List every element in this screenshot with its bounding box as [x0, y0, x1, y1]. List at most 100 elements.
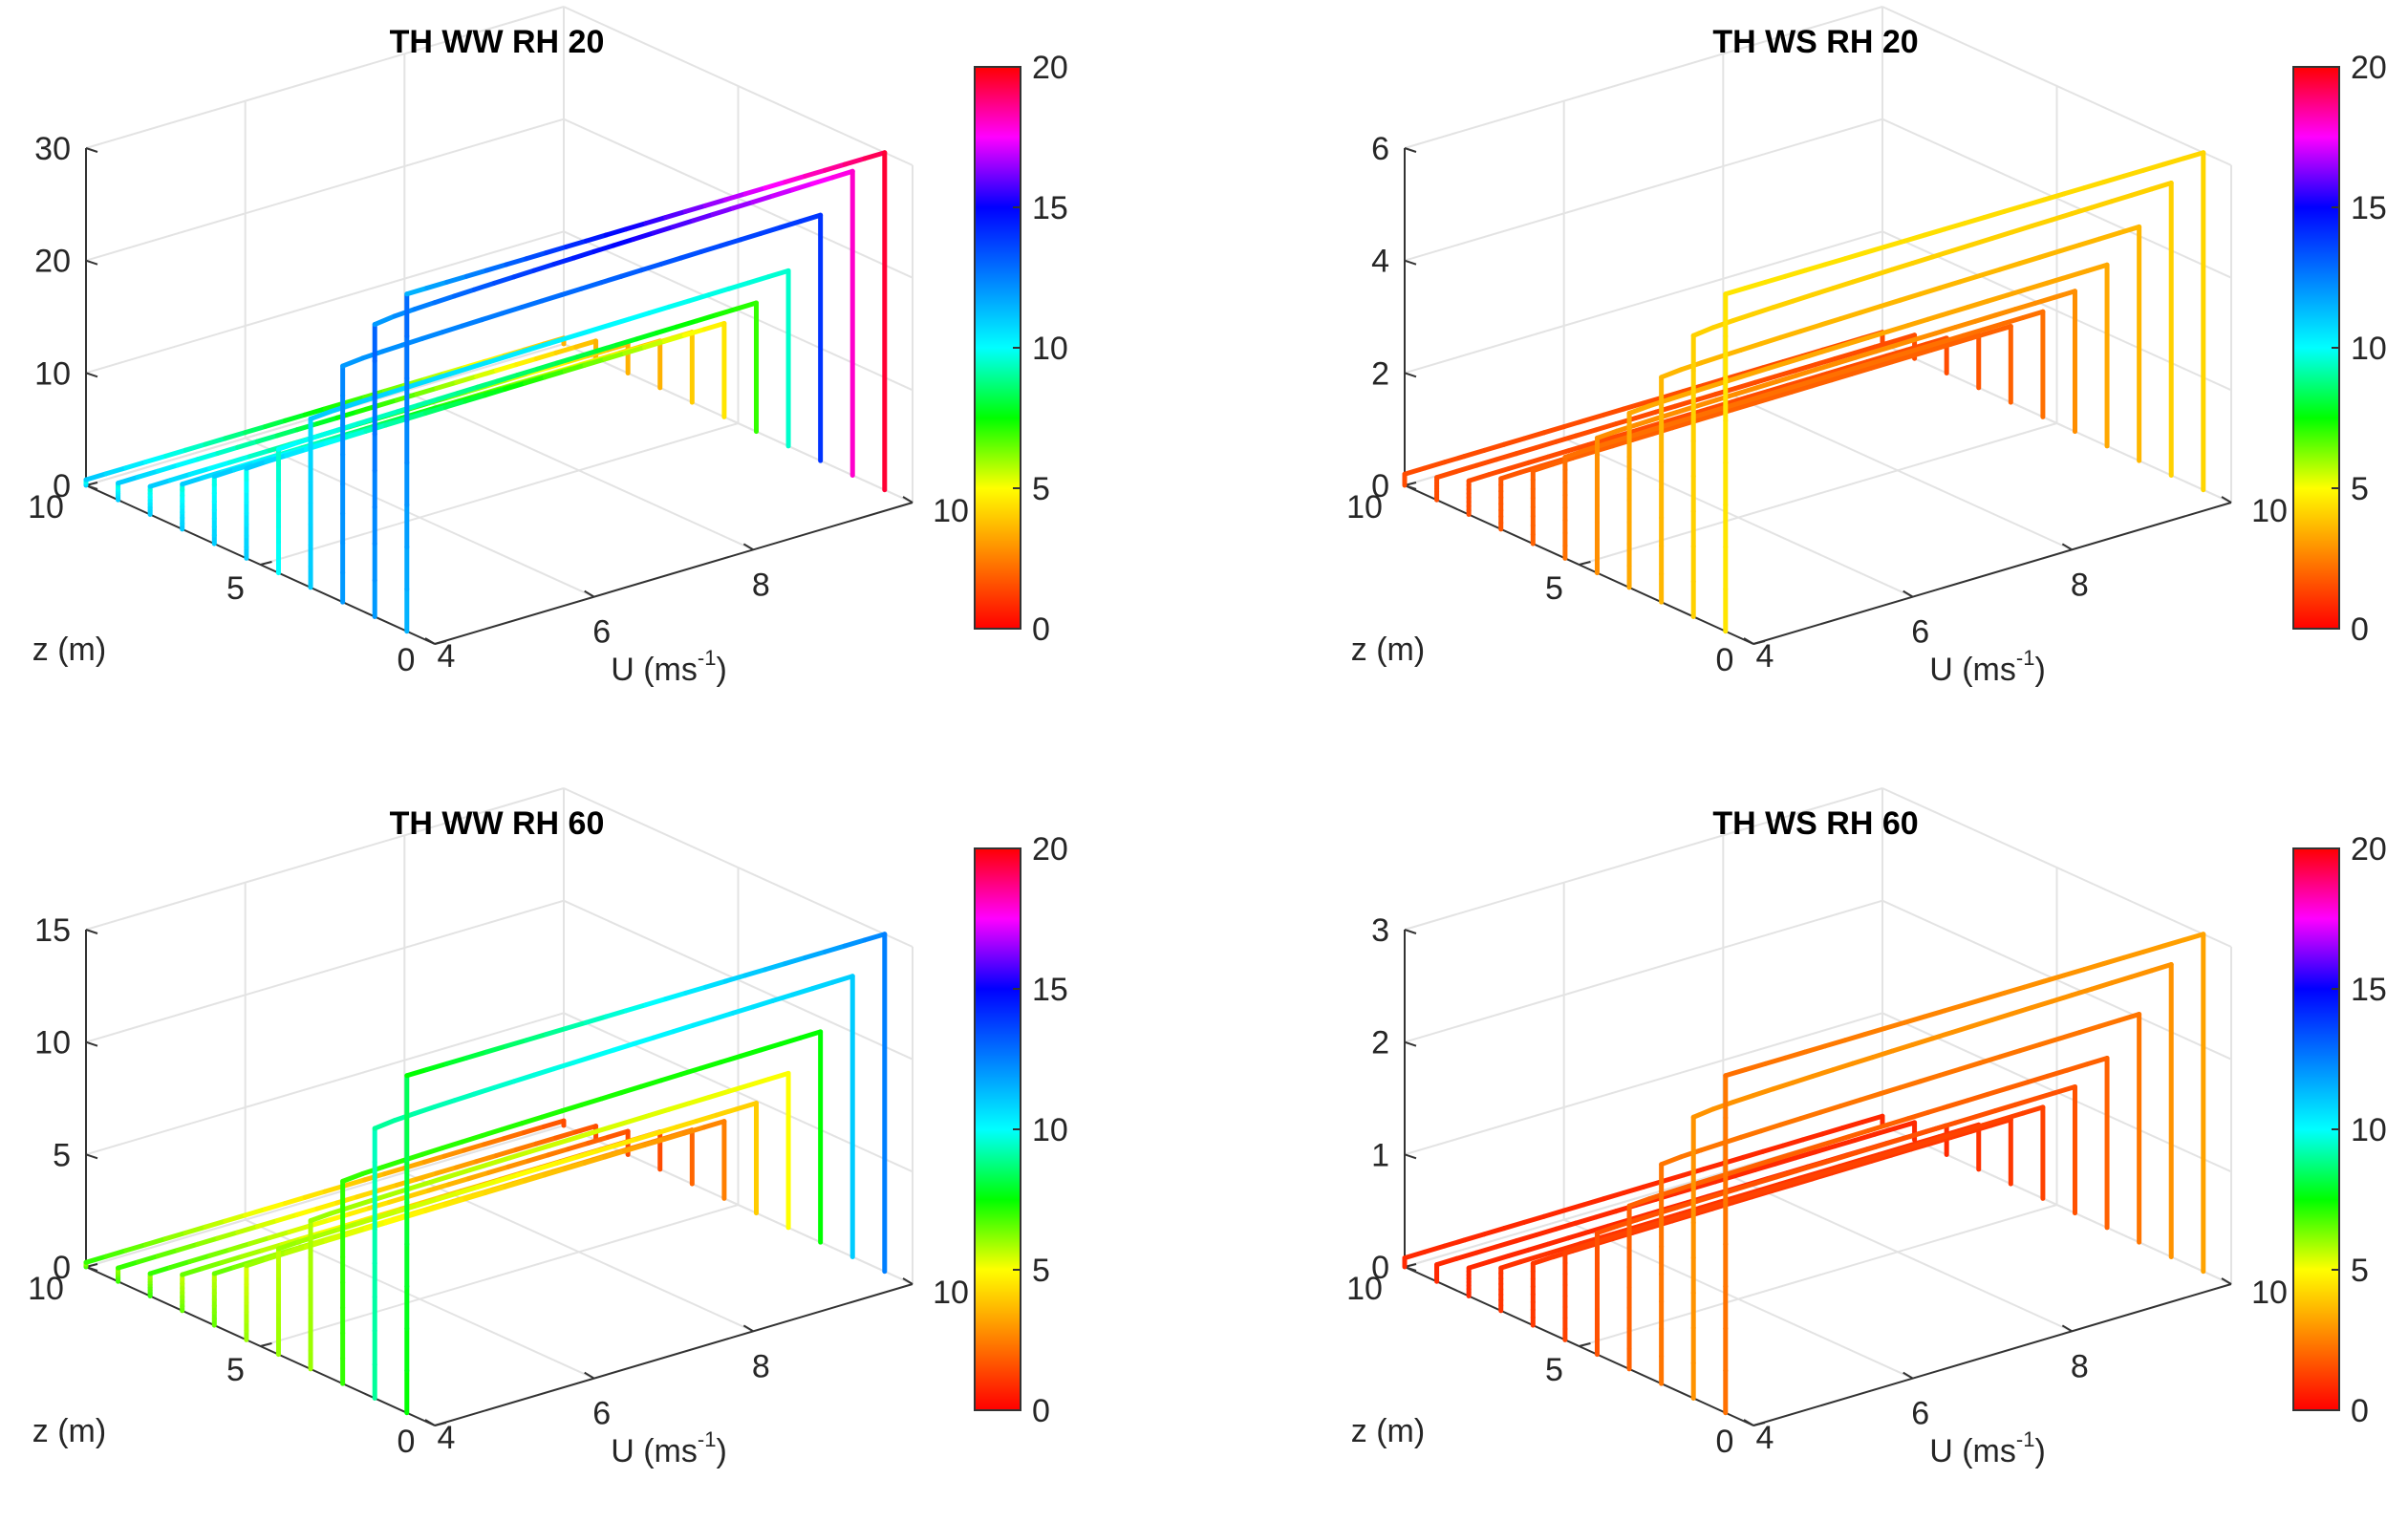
x-tick [584, 590, 595, 598]
series-profile-segment [2020, 1104, 2046, 1116]
series-profile-segment [2010, 1005, 2034, 1017]
series-profile-segment [504, 1038, 529, 1049]
series-profile-segment [287, 1223, 312, 1234]
series-profile-segment [2081, 180, 2107, 191]
series-profile-segment [582, 1154, 608, 1166]
series-profile-segment [562, 1160, 588, 1171]
series-profile-segment [607, 1119, 632, 1130]
series-profile-segment [573, 338, 599, 350]
grid-line [85, 787, 565, 931]
series-profile-segment [1494, 1238, 1519, 1250]
series-profile-segment [1797, 322, 1823, 334]
series-profile-segment [567, 1131, 592, 1143]
series-profile-segment [802, 167, 828, 179]
series-profile-segment [424, 279, 449, 291]
series-profile-segment [1905, 316, 1931, 329]
x-tick [1743, 1419, 1754, 1426]
series-profile-segment [842, 156, 868, 167]
series-profile-segment [1928, 341, 1954, 353]
series-profile-segment [1989, 1011, 2015, 1022]
series-profile-segment [123, 1242, 148, 1254]
series-profile-segment [682, 984, 708, 996]
series-profile-segment [699, 1060, 723, 1071]
series-profile-segment [1812, 1144, 1838, 1155]
series-profile-segment [1809, 377, 1835, 389]
series-profile-segment [591, 1047, 616, 1060]
series-profile-segment [314, 1200, 340, 1211]
series-profile-segment [1781, 1176, 1807, 1188]
series-profile-segment [254, 433, 280, 444]
series-profile-segment [2032, 1090, 2058, 1102]
series-profile-segment [750, 997, 776, 1010]
y-tick-label: 0 [398, 642, 416, 678]
series-profile-segment [1758, 334, 1784, 347]
series-profile-segment [1977, 1054, 2003, 1066]
x-tick-label: 6 [1911, 1396, 1929, 1432]
x-axis-line [1752, 1283, 2232, 1426]
series-profile-segment [1402, 465, 1428, 477]
series-profile-segment [614, 1136, 639, 1147]
series-profile-segment [383, 1214, 409, 1226]
series-profile-segment [1810, 286, 1836, 297]
series-profile-segment [607, 316, 632, 328]
series-profile-segment [1771, 1080, 1795, 1092]
series-profile-segment [244, 459, 269, 471]
series-profile-segment [1902, 232, 1927, 244]
series-profile-segment [2076, 236, 2102, 248]
series-profile-segment [406, 1188, 432, 1199]
series-profile-segment [308, 1211, 333, 1224]
series-profile-segment [207, 1247, 232, 1258]
x-tick [1903, 1371, 1914, 1380]
series-profile-segment [460, 317, 484, 329]
series-profile-segment [460, 1133, 484, 1145]
x-axis-label: U (ms-1) [1929, 1427, 2046, 1469]
series-profile-segment [573, 1124, 599, 1135]
series-profile-segment [563, 238, 589, 249]
series-profile-segment [1873, 1138, 1899, 1149]
series-profile-segment [239, 1248, 265, 1259]
series-profile-segment [701, 1119, 727, 1130]
series-profile-segment [1761, 1182, 1787, 1194]
series-profile-segment [722, 191, 748, 203]
series-profile-segment [622, 344, 648, 356]
series-profile-segment [1830, 1061, 1856, 1073]
series-profile-segment [1893, 336, 1919, 348]
series-profile-segment [1885, 323, 1911, 334]
series-profile-segment [505, 1158, 531, 1169]
z-tick-label: 30 [34, 131, 71, 167]
series-profile-segment [475, 378, 501, 390]
series-profile-segment [2045, 1067, 2070, 1079]
series-profile-segment [1937, 279, 1963, 290]
series-profile-segment [534, 1160, 560, 1172]
z-tick [1404, 929, 1417, 934]
y-tick-label: 5 [1545, 570, 1563, 607]
colorbar: 0 5 10 15 20 [974, 50, 1068, 648]
series-profile-segment [1638, 1217, 1663, 1229]
z-tick-label: 2 [1371, 1025, 1389, 1061]
series-profile-segment [1598, 1229, 1623, 1240]
series-profile-segment [1570, 449, 1596, 461]
series-profile-segment [1521, 1213, 1547, 1225]
series-profile-segment [195, 450, 221, 462]
series-profile-segment [342, 395, 368, 406]
series-profile-segment [2012, 300, 2038, 312]
series-profile-segment [1701, 376, 1726, 388]
series-profile-segment [447, 365, 473, 376]
series-profile-segment [463, 268, 489, 279]
series-profile-segment [414, 385, 440, 397]
series-profile-segment [404, 286, 430, 297]
series-profile-segment [770, 187, 796, 199]
chart-title: TH WS RH 60 [1712, 805, 1918, 842]
series-profile-segment [1530, 1254, 1556, 1266]
series-profile-segment [546, 1147, 571, 1158]
series-profile-segment [583, 1014, 609, 1025]
series-profile-segment [524, 250, 549, 262]
series-profile-segment [421, 1153, 447, 1165]
series-profile-segment [671, 218, 697, 229]
y-axis-label: z (m) [1351, 632, 1425, 668]
colorbar: 0 5 10 15 20 [974, 831, 1068, 1429]
series-profile-segment [465, 1169, 491, 1182]
series-profile-segment [542, 1166, 568, 1178]
series-profile-segment [482, 1136, 506, 1147]
